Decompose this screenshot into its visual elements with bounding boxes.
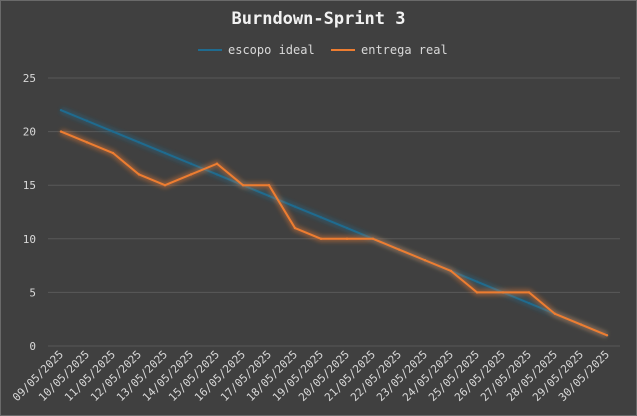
y-tick-label-25: 25: [23, 72, 36, 85]
data-point-entrega-real-21: [605, 334, 609, 337]
chart-title: Burndown-Sprint 3: [231, 9, 406, 29]
data-point-entrega-real-14: [423, 259, 427, 262]
data-point-entrega-real-3: [137, 173, 141, 176]
data-point-entrega-real-11: [345, 237, 349, 240]
data-point-escopo-ideal-1: [85, 119, 89, 123]
series-line-entrega-real: [60, 130, 608, 337]
data-point-escopo-ideal-16: [475, 280, 479, 283]
data-point-escopo-ideal-3: [137, 141, 141, 144]
y-tick-label-10: 10: [23, 233, 36, 246]
y-tick-label-5: 5: [29, 286, 36, 299]
series-lines: [59, 107, 609, 339]
legend-item-entrega-real: entrega real: [331, 43, 448, 57]
data-point-entrega-real-0: [59, 130, 63, 133]
data-point-escopo-ideal-5: [189, 162, 193, 165]
legend-item-escopo-ideal: escopo ideal: [198, 43, 315, 57]
data-point-entrega-real-10: [319, 237, 323, 240]
legend-label-entrega-real: entrega real: [361, 43, 448, 57]
data-point-escopo-ideal-2: [111, 130, 115, 133]
data-point-escopo-ideal-18: [527, 301, 531, 305]
data-point-entrega-real-8: [267, 184, 271, 187]
y-axis-ticks: 0 5 10 15 20 25: [23, 72, 36, 353]
data-point-entrega-real-19: [553, 312, 557, 316]
data-point-escopo-ideal-0: [59, 108, 63, 112]
y-tick-label-15: 15: [23, 179, 36, 192]
y-tick-label-20: 20: [23, 126, 36, 139]
data-point-entrega-real-1: [85, 141, 89, 144]
data-point-entrega-real-4: [163, 184, 167, 187]
x-axis-ticks: 09/05/202510/05/202511/05/202512/05/2025…: [10, 348, 612, 404]
data-point-escopo-ideal-4: [163, 151, 167, 155]
data-point-entrega-real-6: [215, 162, 219, 165]
legend-swatch-entrega-real: [331, 49, 355, 51]
legend-swatch-escopo-ideal: [198, 49, 222, 51]
data-point-entrega-real-20: [579, 323, 583, 326]
data-point-entrega-real-5: [189, 173, 193, 176]
data-point-entrega-real-15: [449, 269, 453, 273]
chart-legend: escopo ideal entrega real: [1, 43, 636, 61]
legend-label-escopo-ideal: escopo ideal: [228, 43, 315, 57]
data-point-entrega-real-2: [111, 151, 115, 155]
data-point-entrega-real-18: [527, 291, 531, 294]
data-point-entrega-real-13: [397, 248, 401, 251]
data-point-entrega-real-17: [501, 291, 505, 294]
y-tick-label-0: 0: [29, 340, 36, 353]
data-point-escopo-ideal-8: [267, 194, 271, 198]
series-line-escopo-ideal: [60, 109, 608, 337]
data-point-escopo-ideal-11: [345, 226, 349, 230]
data-point-escopo-ideal-10: [319, 216, 323, 219]
data-point-escopo-ideal-9: [293, 205, 297, 208]
data-point-entrega-real-12: [371, 237, 375, 240]
data-point-entrega-real-7: [241, 184, 245, 187]
data-point-escopo-ideal-6: [215, 173, 219, 176]
data-point-entrega-real-9: [293, 226, 297, 230]
data-point-entrega-real-16: [475, 291, 479, 294]
